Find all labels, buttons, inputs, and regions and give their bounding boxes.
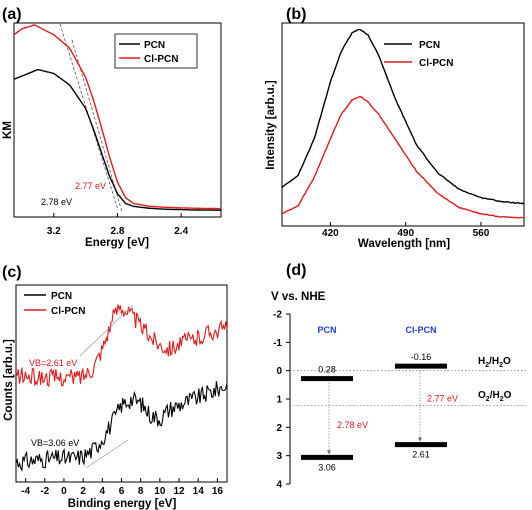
x-tick-label: -4	[21, 486, 30, 497]
panel-c-label: (c)	[2, 264, 22, 281]
panel-c-legend: PCN Cl-PCN	[24, 291, 85, 317]
panel-d: (d) V vs. NHE -2 -1 0 1 2 3 4 PCN Cl-PCN 0.28 3…	[271, 262, 526, 491]
x-tick-label: 0	[61, 486, 67, 497]
cb-value-label: 0.28	[318, 365, 336, 375]
panel-a-y-label: KM	[2, 121, 14, 139]
panel-b-legend: PCN Cl-PCN	[384, 40, 453, 69]
vb-level-cl-pcn	[395, 442, 447, 448]
panel-c-series	[15, 304, 228, 472]
gap-value-label: 2.78 eV	[337, 420, 368, 430]
x-tick-label: 2.8	[111, 226, 125, 237]
y-tick-label: 0	[276, 366, 282, 377]
x-tick-label: 6	[119, 486, 125, 497]
panel-d-label: (d)	[286, 262, 306, 279]
legend-label-pcn: PCN	[51, 291, 72, 302]
legend-label-pcn: PCN	[144, 40, 165, 51]
x-tick-label: 12	[173, 486, 185, 497]
panel-a-legend: PCN Cl-PCN	[114, 33, 198, 69]
y-tick-label: -1	[273, 338, 282, 349]
y-tick-label: 3	[276, 451, 282, 462]
cb-level-cl-pcn	[395, 363, 447, 369]
panel-a-annotation-pcn: 2.78 eV	[41, 197, 72, 207]
series-line-cl-pcn	[15, 304, 228, 388]
vb-value-label: 3.06	[318, 462, 336, 472]
panel-a-x-label: Energy [eV]	[85, 237, 149, 249]
panel-b: (b) Intensity [arb.u.] Wavelength [nm] 4…	[265, 6, 525, 250]
series-line-pcn	[281, 28, 525, 205]
x-tick-label: 560	[473, 228, 490, 239]
panel-a: (a) KM Energy [eV] 3.2 2.8 2.4 PCN Cl-PCN …	[2, 6, 222, 249]
redox-label-h2: H2/H2O	[478, 356, 511, 369]
panel-a-label: (a)	[2, 6, 22, 23]
gap-arrowhead	[418, 437, 422, 442]
cb-value-label: -0.16	[411, 352, 432, 362]
y-tick-label: 4	[276, 480, 282, 491]
x-tick-label: 14	[193, 486, 205, 497]
y-tick-label: 1	[276, 395, 282, 406]
x-tick-label: 8	[138, 486, 144, 497]
panel-d-column-pcn: PCN	[317, 325, 336, 335]
panel-b-series	[281, 28, 525, 219]
panel-c: (c) Counts [arb.u.] Binding energy [eV] …	[2, 264, 228, 510]
x-tick-label: -2	[40, 486, 49, 497]
x-tick-label: 420	[322, 228, 339, 239]
panel-c-annotation-pcn: VB=3.06 eV	[31, 438, 79, 448]
legend-label-clpcn: Cl-PCN	[144, 54, 178, 65]
series-line-pcn	[15, 381, 228, 472]
x-tick-label: 490	[397, 228, 414, 239]
legend-label-clpcn: Cl-PCN	[51, 306, 85, 317]
y-tick-label: 2	[276, 423, 282, 434]
panel-d-column-clpcn: Cl-PCN	[406, 325, 437, 335]
x-tick-label: 2.4	[174, 226, 188, 237]
panel-a-series	[13, 24, 222, 211]
cb-level-pcn	[301, 376, 353, 382]
panel-c-y-label: Counts [arb.u.]	[3, 339, 15, 421]
redox-label-o2: O2/H2O	[478, 390, 512, 403]
x-tick-label: 3.2	[47, 226, 61, 237]
panel-c-annotation-clpcn: VB=2.61 eV	[29, 358, 77, 368]
panel-b-x-ticks: 420 490 560	[322, 222, 490, 239]
panel-b-frame	[281, 22, 525, 227]
panel-d-diagram: 0.28 3.06 2.78 eV -0.16 2.61 2.77 eV	[290, 352, 526, 472]
legend-label-clpcn: Cl-PCN	[419, 58, 453, 69]
panel-c-x-label: Binding energy [eV]	[68, 498, 177, 510]
gap-value-label: 2.77 eV	[427, 393, 458, 403]
panel-a-annotation-clpcn: 2.77 eV	[75, 181, 106, 191]
x-tick-label: 10	[154, 486, 166, 497]
series-line-pcn	[13, 68, 221, 211]
panel-c-fit-clpcn	[79, 304, 134, 357]
panel-d-y-label: V vs. NHE	[271, 291, 326, 303]
x-tick-label: 2	[80, 486, 86, 497]
panel-c-x-ticks: -4 -2 0 2 4 6 8 10 12 14 16	[21, 478, 223, 497]
vb-level-pcn	[301, 454, 353, 460]
panel-b-y-label: Intensity [arb.u.]	[265, 80, 277, 170]
panel-c-fit-pcn	[85, 439, 129, 469]
legend-label-pcn: PCN	[419, 40, 440, 51]
panel-b-x-label: Wavelength [nm]	[358, 238, 450, 250]
panel-d-y-ticks: -2 -1 0 1 2 3 4	[273, 310, 290, 491]
x-tick-label: 16	[212, 486, 224, 497]
panel-a-x-ticks: 3.2 2.8 2.4	[47, 213, 189, 237]
series-line-cl-pcn	[13, 24, 222, 210]
vb-value-label: 2.61	[412, 450, 430, 460]
x-tick-label: 4	[100, 486, 106, 497]
y-tick-label: -2	[273, 310, 282, 321]
gap-arrowhead	[327, 450, 331, 455]
panel-b-label: (b)	[286, 6, 306, 23]
series-line-cl-pcn	[281, 95, 525, 219]
